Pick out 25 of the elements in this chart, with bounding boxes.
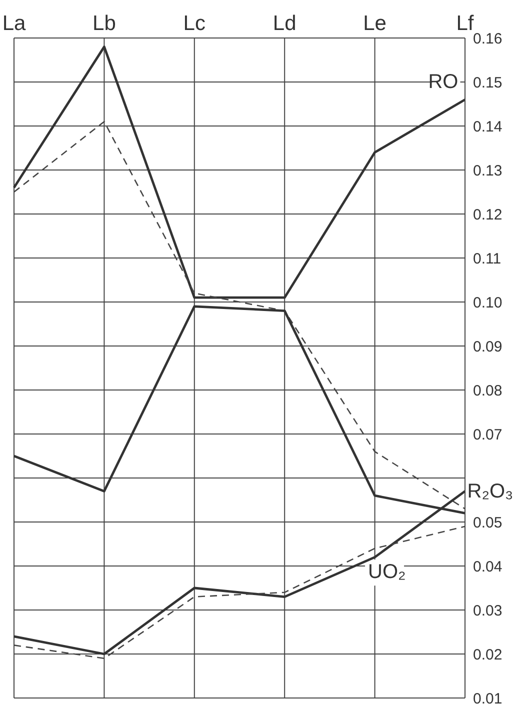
line-series (12, 46, 466, 299)
y-tick-label: 0.07 (473, 426, 502, 444)
y-tick-label: 0.14 (473, 118, 502, 136)
x-tick-label: La (2, 12, 26, 35)
y-tick-label: 0.03 (473, 602, 502, 620)
y-tick-label: 0.08 (473, 382, 502, 400)
y-tick-label: 0.02 (473, 646, 502, 664)
y-tick-label: 0.04 (473, 558, 502, 576)
y-tick-label: 0.01 (473, 690, 502, 708)
annotation: UO₂ (368, 560, 406, 583)
y-tick-label: 0.10 (473, 294, 502, 312)
y-tick-label: 0.16 (473, 30, 502, 48)
x-tick-label: Lf (456, 12, 474, 35)
annotation: RO (428, 71, 458, 94)
y-tick-label: 0.09 (473, 338, 502, 356)
x-tick-label: Ld (272, 12, 296, 35)
x-tick-label: Le (363, 12, 386, 35)
y-tick-label: 0.12 (473, 206, 502, 224)
x-tick-label: Lc (183, 12, 206, 35)
y-tick-label: 0.11 (473, 250, 502, 268)
text: R₂O₃ (467, 480, 514, 502)
y-tick-label: 0.13 (473, 162, 502, 180)
x-tick-label: Lb (92, 12, 116, 35)
y-tick-label: 0.15 (473, 74, 502, 92)
y-tick-label: 0.05 (473, 514, 502, 532)
